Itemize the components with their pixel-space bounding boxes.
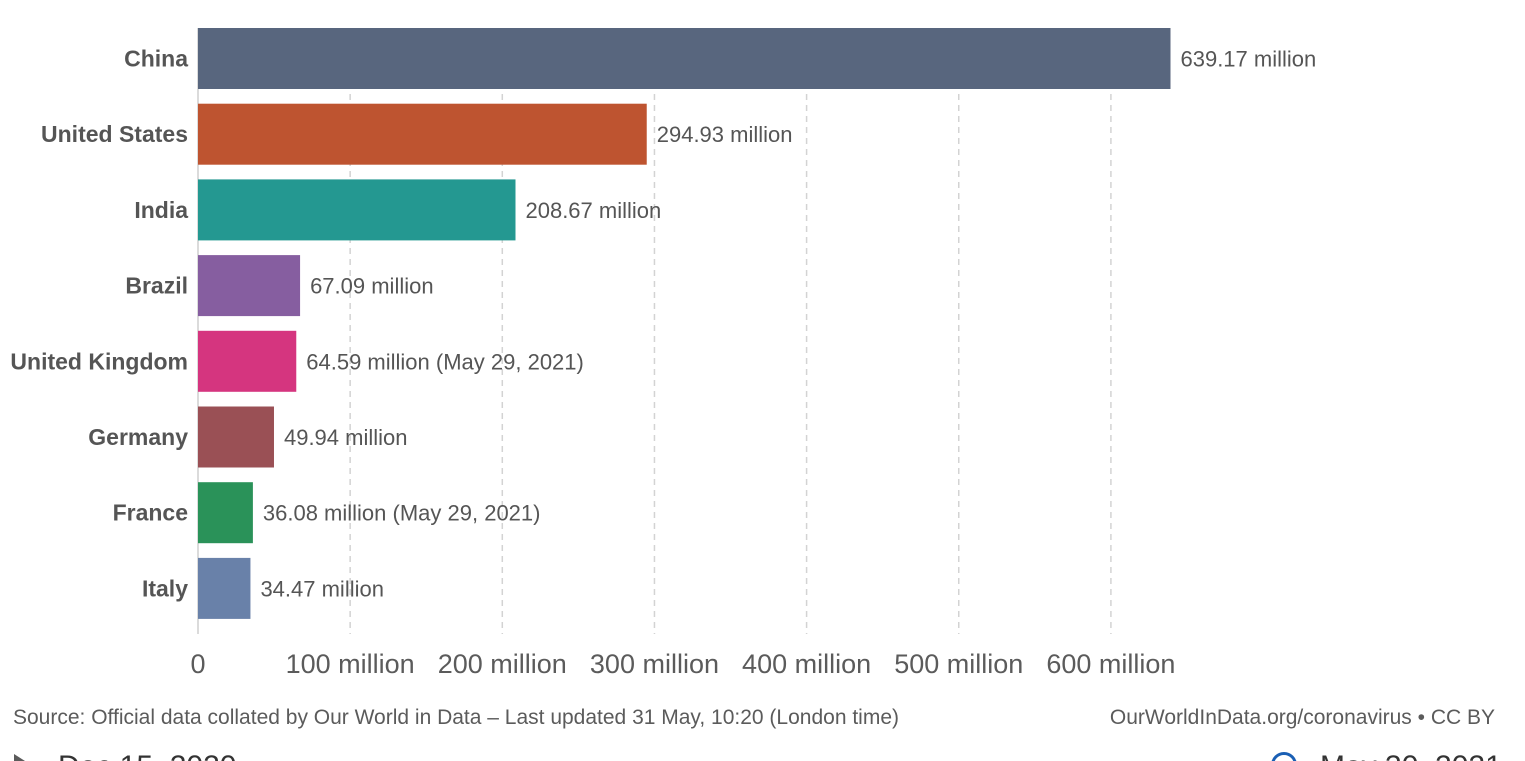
play-icon[interactable] (14, 754, 36, 761)
bar[interactable] (198, 330, 297, 392)
category-label: United States (41, 121, 188, 147)
category-label: China (124, 46, 188, 72)
bar[interactable] (198, 28, 1171, 89)
timeline-slider[interactable]: Dec 15, 2020 May 30, 2021 (0, 742, 1525, 761)
value-label: 64.59 million (May 29, 2021) (306, 349, 584, 374)
x-tick-label: 500 million (894, 649, 1023, 679)
credit-link[interactable]: OurWorldInData.org/coronavirus • CC BY (1109, 706, 1495, 729)
category-label: Germany (88, 424, 188, 450)
x-tick-label: 100 million (286, 649, 415, 679)
bar[interactable] (198, 103, 647, 165)
category-label: France (113, 500, 188, 526)
source-note: Source: Official data collated by Our Wo… (13, 706, 899, 729)
value-label: 67.09 million (310, 274, 434, 299)
value-label: 49.94 million (284, 425, 408, 450)
value-label: 208.67 million (525, 198, 661, 223)
category-label: Italy (142, 575, 188, 601)
value-label: 639.17 million (1180, 47, 1316, 72)
bar[interactable] (198, 179, 516, 241)
x-tick-label: 400 million (742, 649, 871, 679)
x-tick-label: 0 (190, 649, 205, 679)
value-label: 36.08 million (May 29, 2021) (263, 501, 541, 526)
timeline-end-label: May 30, 2021 (1320, 750, 1502, 761)
category-label: India (134, 197, 188, 223)
x-tick-label: 300 million (590, 649, 719, 679)
bar[interactable] (198, 482, 253, 544)
x-tick-label: 200 million (438, 649, 567, 679)
bars (198, 28, 1171, 619)
value-labels: 639.17 million 294.93 million 208.67 milli… (260, 47, 1316, 602)
category-labels: China United States India Brazil United King… (10, 46, 188, 602)
bar[interactable] (198, 406, 274, 468)
x-axis-ticks: 0 100 million 200 million 300 million 400 mi… (190, 649, 1175, 679)
category-label: United Kingdom (10, 348, 188, 374)
category-label: Brazil (125, 273, 188, 299)
bar[interactable] (198, 255, 301, 317)
bar[interactable] (198, 557, 251, 619)
bar-chart: China United States India Brazil United King… (10, 28, 1316, 679)
timeline-start-label: Dec 15, 2020 (58, 750, 236, 761)
timeline-handle[interactable] (1271, 752, 1297, 761)
chart-footer: Source: Official data collated by Our Wo… (13, 706, 1495, 736)
value-label: 34.47 million (260, 576, 384, 601)
x-tick-label: 600 million (1046, 649, 1175, 679)
value-label: 294.93 million (657, 122, 793, 147)
